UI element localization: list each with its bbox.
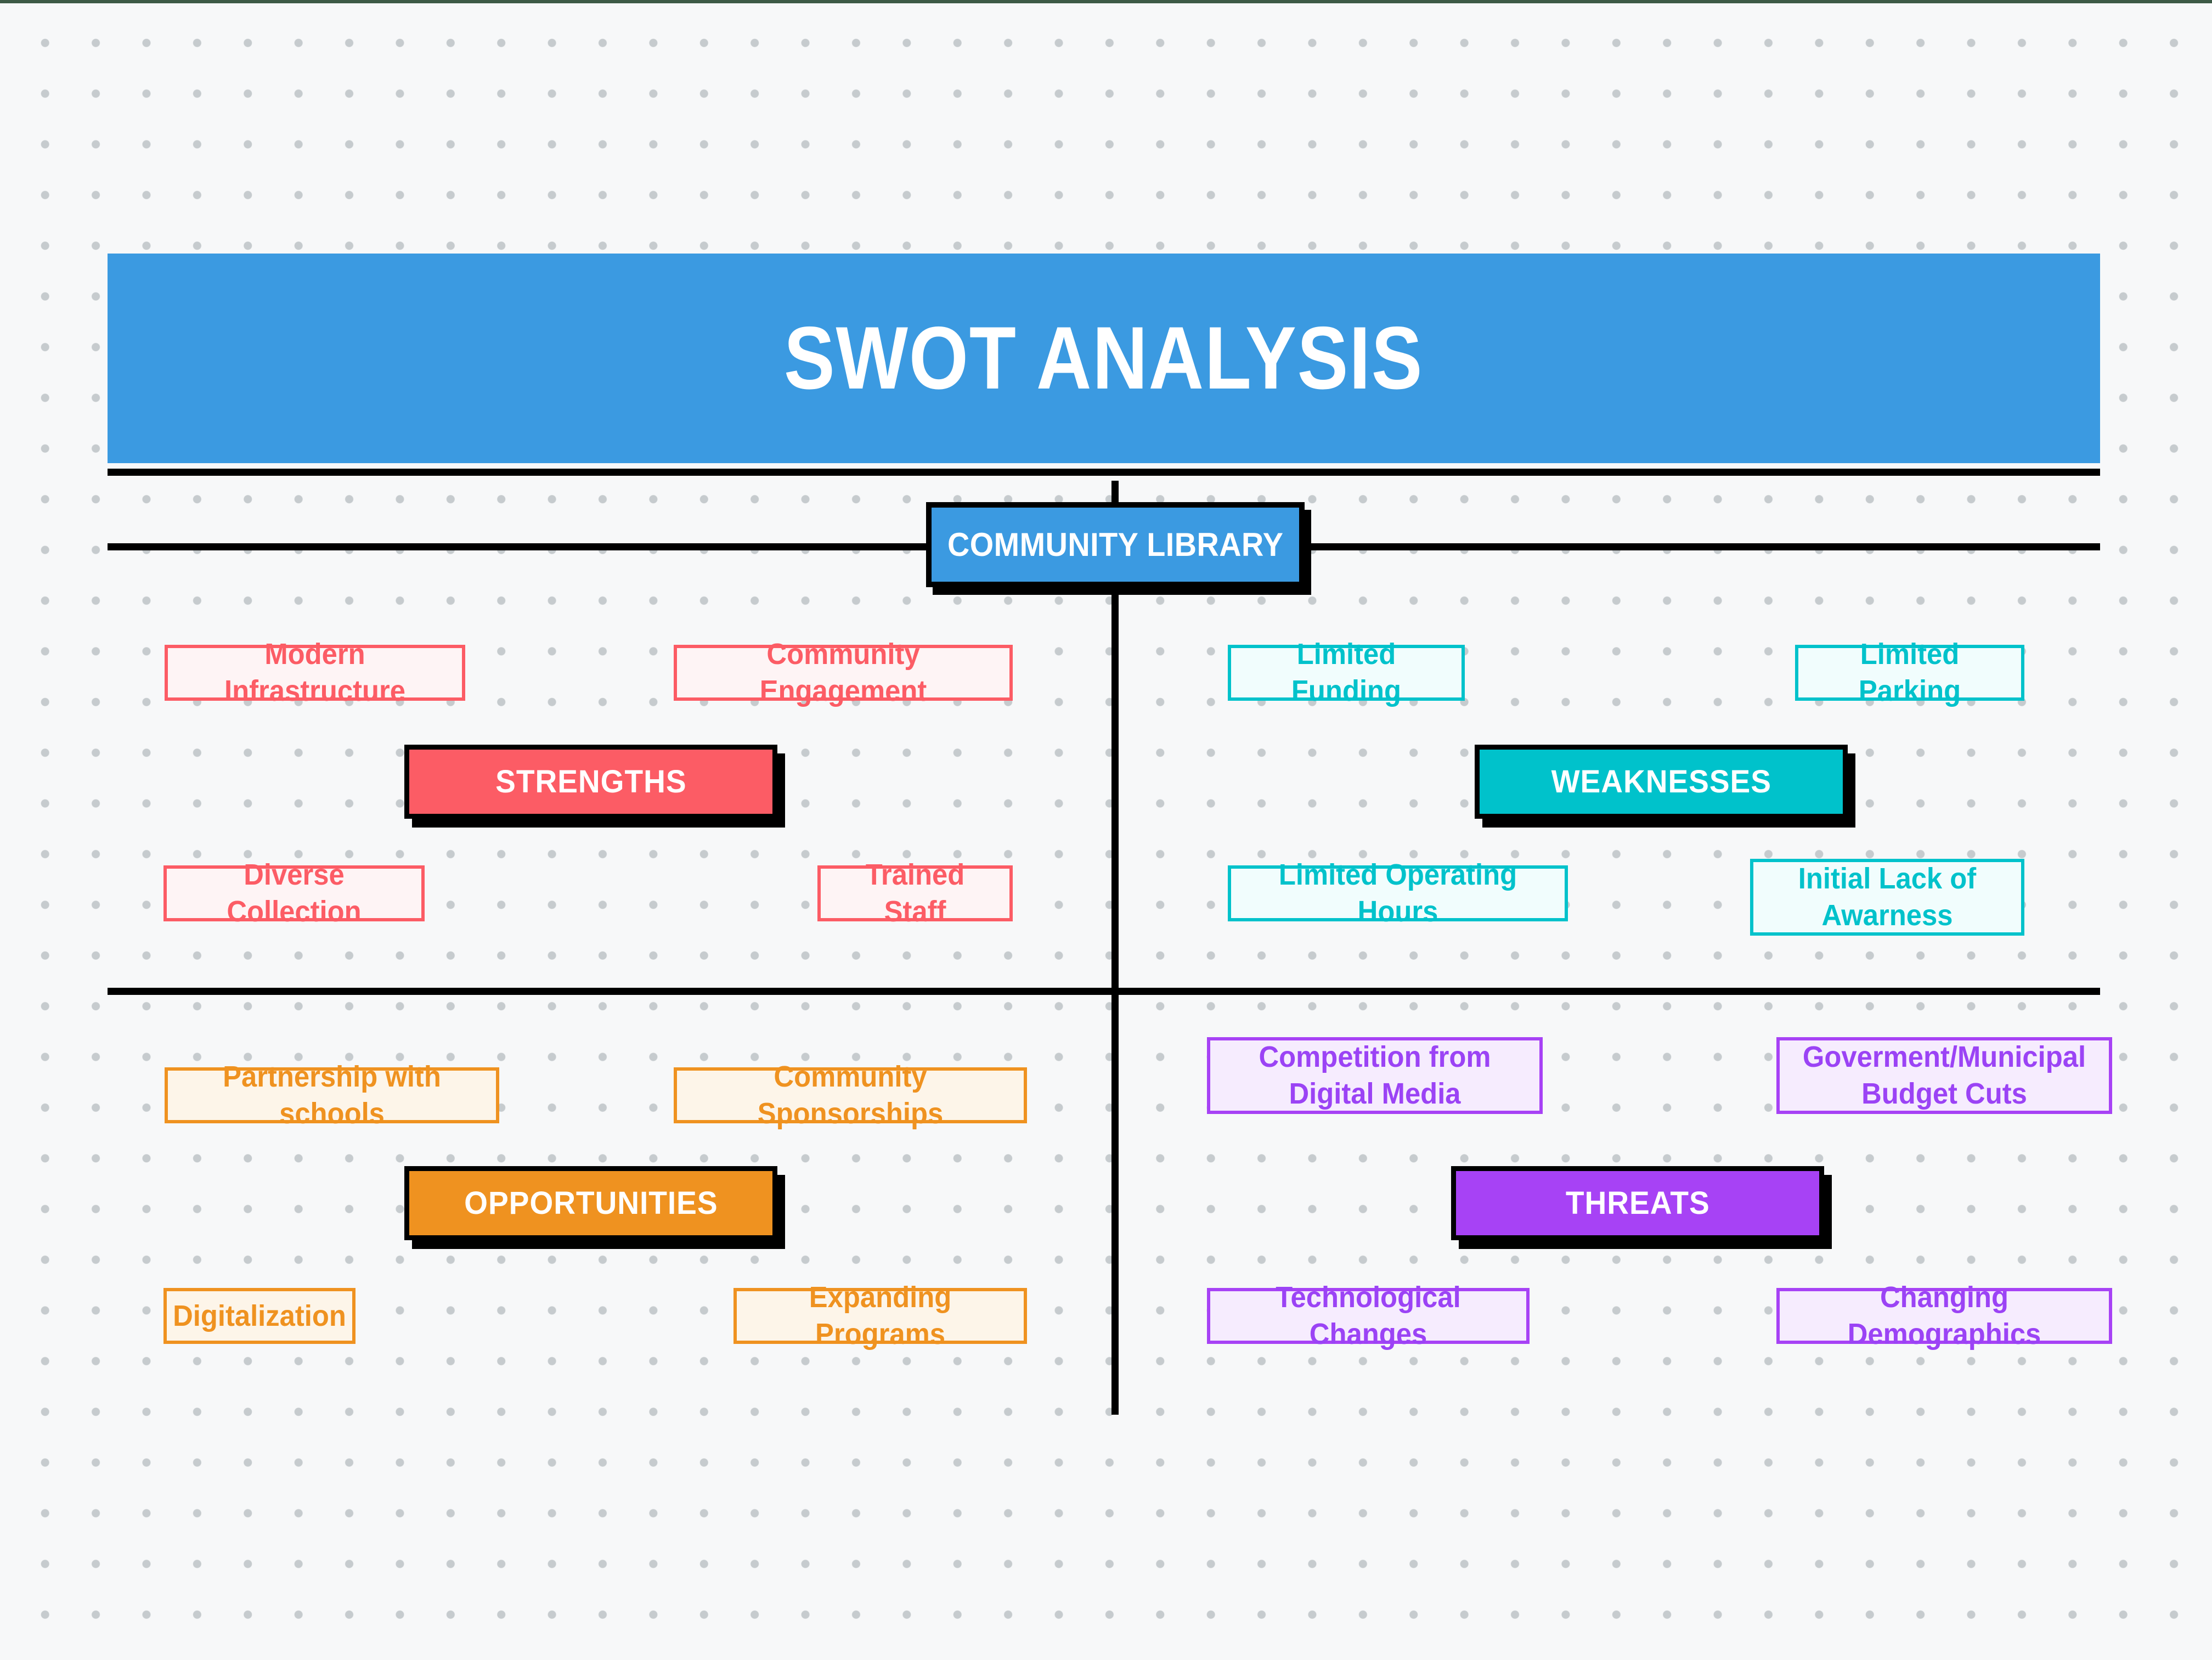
badge-face: THREATS: [1451, 1166, 1824, 1240]
item-chip[interactable]: Community Sponsorships: [674, 1060, 1027, 1130]
item-chip-label: Community Engagement: [759, 638, 927, 707]
item-chip-label: Initial Lack of Awarness: [1798, 862, 1977, 932]
item-chip-label: Goverment/Municipal Budget Cuts: [1802, 1040, 2086, 1110]
item-chip[interactable]: Modern Infrastructure: [165, 638, 465, 707]
item-chip[interactable]: Technological Changes: [1207, 1281, 1530, 1350]
item-chip-label: Technological Changes: [1276, 1281, 1461, 1350]
item-chip[interactable]: Community Engagement: [674, 638, 1013, 707]
badge-label-strengths: STRENGTHS: [495, 764, 687, 800]
badge-face: OPPORTUNITIES: [404, 1166, 777, 1240]
category-badge-weaknesses: WEAKNESSES: [1475, 745, 1855, 828]
category-badge-strengths: STRENGTHS: [404, 745, 785, 828]
item-chip-label: Expanding Programs: [809, 1281, 952, 1350]
subject-badge-label: COMMUNITY LIBRARY: [947, 526, 1284, 563]
page-title: SWOT ANALYSIS: [784, 308, 1424, 408]
item-chip[interactable]: Limited Funding: [1228, 638, 1465, 707]
item-chip[interactable]: Trained Staff: [817, 858, 1013, 928]
canvas-top-edge: [0, 0, 2212, 3]
vertical-divider: [1111, 481, 1119, 1415]
horizontal-divider-middle: [108, 988, 2100, 995]
category-badge-opportunities: OPPORTUNITIES: [404, 1166, 785, 1249]
item-chip-label: Diverse Collection: [227, 858, 362, 928]
item-chip[interactable]: Expanding Programs: [733, 1281, 1027, 1350]
badge-label-opportunities: OPPORTUNITIES: [464, 1185, 718, 1221]
item-chip-label: Trained Staff: [865, 858, 965, 928]
item-chip-label: Limited Operating Hours: [1278, 858, 1517, 928]
item-chip[interactable]: Initial Lack of Awarness: [1750, 859, 2024, 936]
item-chip-label: Community Sponsorships: [757, 1060, 944, 1130]
subject-badge-face: COMMUNITY LIBRARY: [926, 502, 1305, 587]
badge-label-weaknesses: WEAKNESSES: [1551, 764, 1771, 800]
item-chip[interactable]: Goverment/Municipal Budget Cuts: [1776, 1037, 2112, 1114]
item-chip[interactable]: Partnership with schools: [165, 1060, 499, 1130]
item-chip[interactable]: Limited Parking: [1795, 638, 2024, 707]
title-underline: [108, 469, 2100, 476]
item-chip[interactable]: Limited Operating Hours: [1228, 858, 1568, 928]
badge-face: STRENGTHS: [404, 745, 777, 819]
item-chip[interactable]: Diverse Collection: [163, 858, 425, 928]
item-chip[interactable]: Competition from Digital Media: [1207, 1037, 1543, 1114]
category-badge-threats: THREATS: [1451, 1166, 1832, 1249]
item-chip[interactable]: Digitalization: [163, 1288, 356, 1344]
item-chip-label: Digitalization: [173, 1299, 346, 1332]
item-chip[interactable]: Changing Demographics: [1776, 1281, 2112, 1350]
item-chip-label: Partnership with schools: [223, 1060, 441, 1130]
item-chip-label: Modern Infrastructure: [224, 638, 406, 707]
title-bar: SWOT ANALYSIS: [108, 254, 2100, 463]
item-chip-label: Limited Parking: [1858, 638, 1961, 707]
badge-label-threats: THREATS: [1565, 1185, 1710, 1221]
page-title-block: SWOT ANALYSIS: [108, 254, 2100, 476]
item-chip-label: Limited Funding: [1291, 638, 1402, 707]
item-chip-label: Changing Demographics: [1847, 1281, 2041, 1350]
badge-face: WEAKNESSES: [1475, 745, 1848, 819]
subject-badge: COMMUNITY LIBRARY: [926, 502, 1311, 595]
item-chip-label: Competition from Digital Media: [1259, 1040, 1491, 1110]
